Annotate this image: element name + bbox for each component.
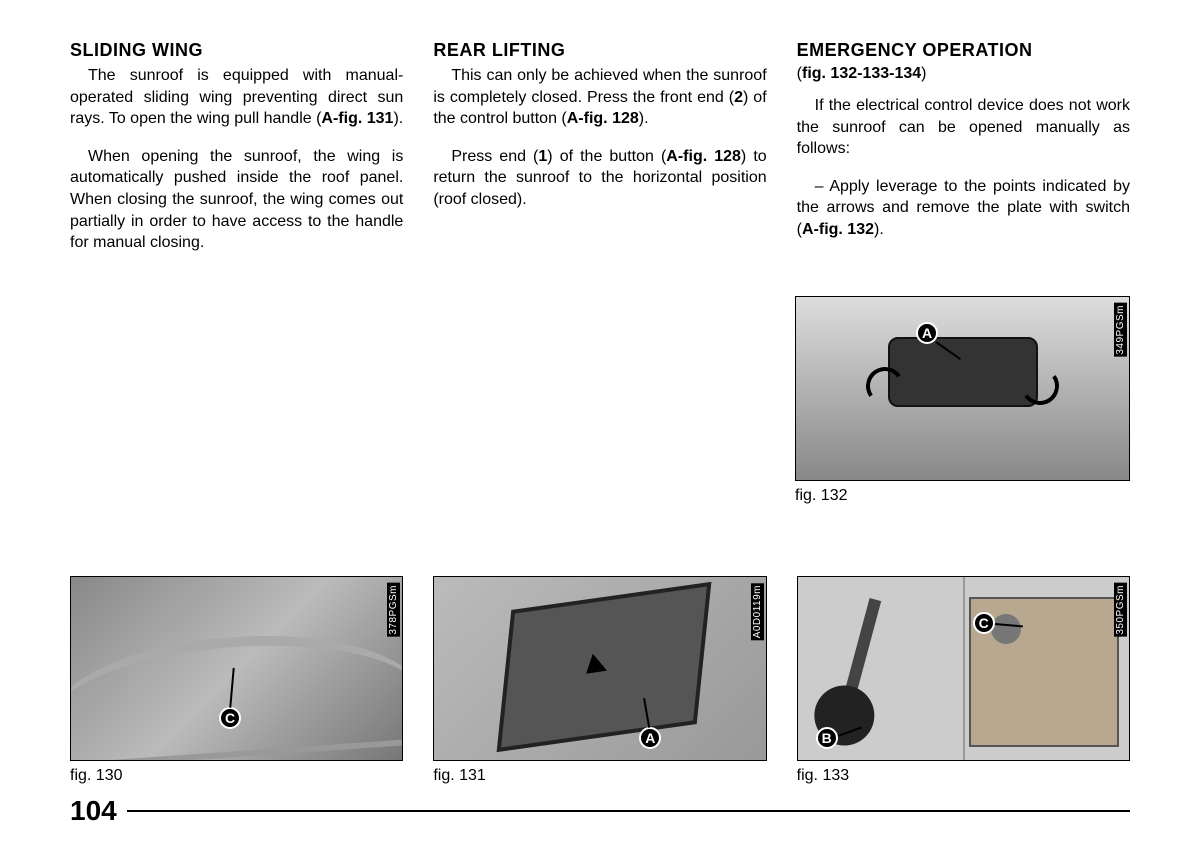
- para-rear-lifting-1: This can only be achieved when the sunro…: [433, 65, 766, 130]
- text: This can only be achieved when the sunro…: [433, 67, 766, 106]
- callout-a: A: [639, 727, 661, 749]
- text: Press end (: [451, 148, 538, 165]
- bottom-figure-row: C 378PGSm fig. 130 A A0D0119m fig. 131: [70, 568, 1130, 785]
- figure-131: A A0D0119m fig. 131: [433, 576, 766, 785]
- para-emergency-2: – Apply leverage to the points indicated…: [797, 176, 1130, 241]
- figure-132: A 349PGSm fig. 132: [795, 296, 1130, 505]
- heading-emergency: EMERGENCY OPERATION: [797, 40, 1130, 61]
- callout-b: B: [816, 727, 838, 749]
- para-rear-lifting-2: Press end (1) of the button (A-fig. 128)…: [433, 146, 766, 211]
- callout-c: C: [973, 612, 995, 634]
- figure-133-caption: fig. 133: [797, 767, 1130, 785]
- para-emergency-1: If the electrical control device does no…: [797, 95, 1130, 160]
- text: ).: [874, 221, 884, 238]
- column-sliding-wing: SLIDING WING The sunroof is equipped wit…: [70, 40, 403, 270]
- figure-130-code: 378PGSm: [387, 583, 400, 637]
- figure-132-caption: fig. 132: [795, 487, 1130, 505]
- heading-sliding-wing: SLIDING WING: [70, 40, 403, 61]
- figure-131-code: A0D0119m: [751, 583, 764, 640]
- image-divider: [963, 577, 965, 760]
- text: ) of the button (: [547, 148, 666, 165]
- ref: 1: [538, 148, 547, 165]
- column-emergency: EMERGENCY OPERATION (fig. 132-133-134) I…: [797, 40, 1130, 270]
- figure-132-code: 349PGSm: [1114, 303, 1127, 357]
- page-number: 104: [0, 795, 127, 827]
- figure-131-caption: fig. 131: [433, 767, 766, 785]
- socket-graphic: [991, 614, 1021, 644]
- switch-plate-graphic: [888, 337, 1038, 407]
- ref: 2: [734, 89, 743, 106]
- text: ).: [639, 110, 649, 127]
- ref: A-fig. 128: [666, 148, 741, 165]
- text-columns: SLIDING WING The sunroof is equipped wit…: [70, 40, 1130, 270]
- callout-c: C: [219, 707, 241, 729]
- ref: A-fig. 128: [567, 110, 639, 127]
- figure-131-image: A A0D0119m: [433, 576, 766, 761]
- callout-a: A: [916, 322, 938, 344]
- page-number-rule: [127, 810, 1130, 812]
- figure-133-code: 350PGSm: [1114, 583, 1127, 637]
- ref: A-fig. 131: [321, 110, 393, 127]
- figure-130-image: C 378PGSm: [70, 576, 403, 761]
- column-rear-lifting: REAR LIFTING This can only be achieved w…: [433, 40, 766, 270]
- page-number-row: 104: [0, 795, 1130, 827]
- figure-133-image: B C 350PGSm: [797, 576, 1130, 761]
- figure-133: B C 350PGSm fig. 133: [797, 576, 1130, 785]
- para-sliding-wing-1: The sunroof is equipped with manual-oper…: [70, 65, 403, 130]
- ref: fig. 132-133-134: [802, 65, 921, 82]
- ref: A-fig. 132: [802, 221, 874, 238]
- figure-130-caption: fig. 130: [70, 767, 403, 785]
- figure-132-image: A 349PGSm: [795, 296, 1130, 481]
- text: ): [921, 65, 926, 82]
- heading-rear-lifting: REAR LIFTING: [433, 40, 766, 61]
- manual-page: SLIDING WING The sunroof is equipped wit…: [0, 0, 1200, 845]
- text: ).: [393, 110, 403, 127]
- figure-130: C 378PGSm fig. 130: [70, 576, 403, 785]
- roof-edge-graphic: [70, 624, 403, 761]
- para-sliding-wing-2: When opening the sunroof, the wing is au…: [70, 146, 403, 254]
- subheading-emergency: (fig. 132-133-134): [797, 65, 1130, 83]
